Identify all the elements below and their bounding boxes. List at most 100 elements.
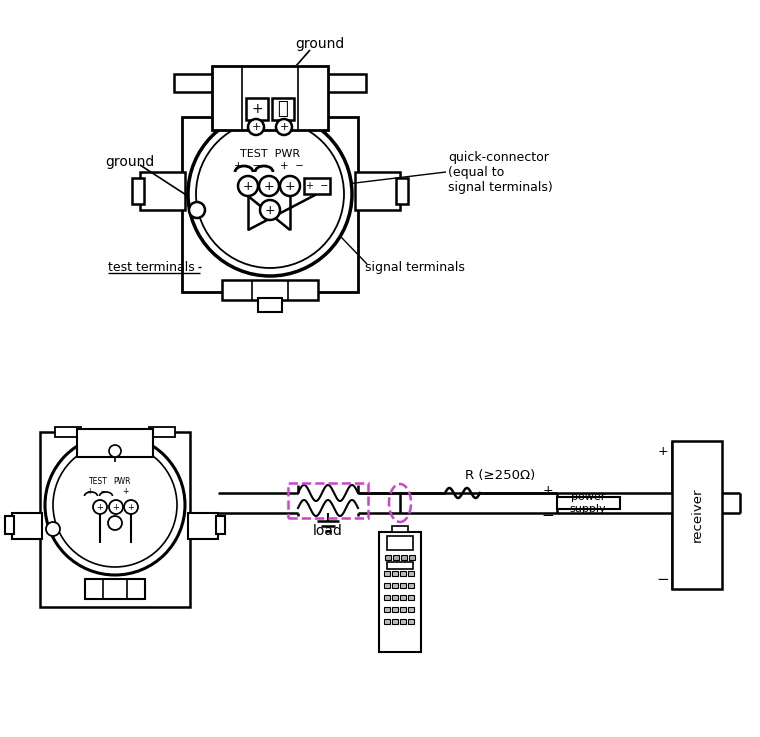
Bar [188, 513, 218, 539]
Bar [408, 607, 414, 612]
Bar [396, 178, 408, 204]
Bar [392, 607, 398, 612]
Bar [392, 571, 398, 576]
Bar [408, 595, 414, 600]
Text: ground: ground [105, 155, 154, 169]
Text: +: + [97, 503, 103, 511]
Bar [182, 117, 358, 292]
Bar [392, 595, 398, 600]
Text: +: + [280, 122, 289, 132]
Text: R (≥250Ω): R (≥250Ω) [465, 469, 535, 481]
Text: PWR: PWR [113, 478, 131, 486]
Text: +  −: + − [280, 161, 304, 171]
Text: TEST  PWR: TEST PWR [240, 149, 300, 159]
Bar [272, 98, 294, 120]
Text: +: + [128, 503, 135, 511]
Bar [400, 571, 406, 576]
Circle shape [109, 445, 121, 457]
Text: +: + [657, 444, 668, 458]
Circle shape [108, 516, 122, 530]
Bar [409, 555, 415, 560]
Circle shape [276, 119, 292, 135]
Text: +: + [252, 102, 263, 116]
Text: +: + [252, 122, 261, 132]
Bar [384, 583, 390, 588]
Circle shape [238, 176, 258, 196]
Bar [392, 619, 398, 624]
Bar [132, 178, 144, 204]
Text: receiver: receiver [691, 488, 704, 542]
Circle shape [124, 500, 138, 514]
Circle shape [53, 443, 177, 567]
Bar [392, 583, 398, 588]
Bar [672, 441, 722, 589]
Bar [387, 562, 413, 569]
Text: +: + [543, 484, 553, 497]
Bar [174, 74, 216, 92]
Bar [258, 298, 282, 312]
Bar [55, 427, 81, 437]
Text: −: − [657, 571, 670, 587]
Bar [140, 172, 185, 210]
Bar [408, 571, 414, 576]
Text: test terminals: test terminals [108, 260, 195, 273]
Bar [77, 429, 153, 457]
Bar [288, 483, 368, 518]
Text: +: + [264, 180, 274, 192]
Text: +   −: + − [234, 161, 261, 171]
Text: ⏚: ⏚ [277, 100, 288, 118]
Bar [400, 583, 406, 588]
Circle shape [93, 500, 107, 514]
Bar [400, 607, 406, 612]
Circle shape [260, 200, 280, 220]
Bar [400, 595, 406, 600]
Circle shape [188, 112, 352, 276]
Bar [408, 619, 414, 624]
Bar [5, 516, 14, 534]
Bar [384, 607, 390, 612]
Bar [304, 178, 330, 194]
Bar [149, 427, 175, 437]
Text: +: + [242, 180, 253, 192]
Text: TEST: TEST [89, 478, 107, 486]
Bar [384, 619, 390, 624]
Circle shape [46, 522, 60, 536]
Bar [384, 571, 390, 576]
Text: +: + [122, 486, 128, 495]
Bar [392, 526, 408, 532]
Text: +   −: + − [87, 486, 107, 495]
Bar [12, 513, 42, 539]
Bar [246, 98, 268, 120]
Bar [216, 516, 225, 534]
Bar [355, 172, 400, 210]
Bar [401, 555, 407, 560]
Text: +: + [264, 203, 275, 217]
Circle shape [280, 176, 300, 196]
Bar [85, 579, 145, 599]
Text: −: − [542, 508, 554, 523]
Bar [222, 280, 318, 300]
Bar [384, 595, 390, 600]
Circle shape [109, 500, 123, 514]
Text: quick-connector
(equal to
signal terminals): quick-connector (equal to signal termina… [448, 150, 553, 194]
Bar [400, 619, 406, 624]
Text: +: + [112, 503, 119, 511]
Bar [385, 555, 391, 560]
Circle shape [248, 119, 264, 135]
Text: signal terminals: signal terminals [365, 260, 465, 273]
Bar [379, 532, 421, 652]
Bar [40, 432, 190, 607]
Bar [387, 536, 413, 550]
Bar [393, 555, 399, 560]
Circle shape [259, 176, 279, 196]
Text: ground: ground [296, 37, 344, 51]
Bar [408, 583, 414, 588]
Circle shape [45, 435, 185, 575]
Bar [557, 497, 620, 509]
Text: +: + [285, 180, 296, 192]
Circle shape [189, 202, 205, 218]
Text: power
supply: power supply [570, 492, 606, 514]
Bar [324, 74, 366, 92]
Circle shape [196, 120, 344, 268]
Text: +  −: + − [306, 181, 328, 191]
